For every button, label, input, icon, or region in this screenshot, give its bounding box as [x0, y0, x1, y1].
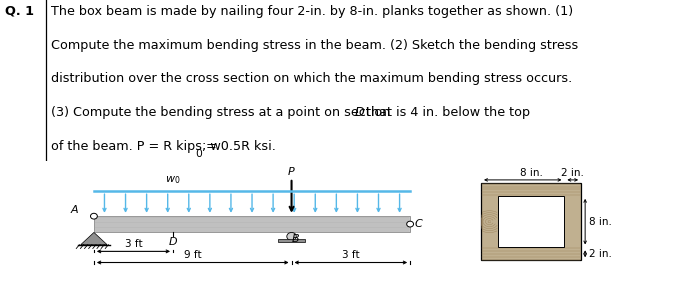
Text: that is 4 in. below the top: that is 4 in. below the top — [362, 106, 530, 119]
Text: D: D — [169, 237, 177, 247]
Bar — [481, 183, 581, 260]
Polygon shape — [94, 216, 410, 232]
Text: Compute the maximum bending stress in the beam. (2) Sketch the bending stress: Compute the maximum bending stress in th… — [51, 38, 578, 52]
Circle shape — [90, 213, 97, 219]
Text: 2 in.: 2 in. — [561, 168, 584, 178]
Text: 9 ft: 9 ft — [184, 250, 201, 260]
Text: $w_0$: $w_0$ — [165, 174, 181, 186]
Text: C: C — [414, 219, 422, 229]
Text: The box beam is made by nailing four 2-in. by 8-in. planks together as shown. (1: The box beam is made by nailing four 2-i… — [51, 5, 573, 18]
Text: 3 ft: 3 ft — [342, 250, 360, 260]
Text: A: A — [71, 205, 78, 215]
Text: B: B — [292, 234, 299, 244]
Text: 3 ft: 3 ft — [124, 239, 142, 249]
Text: Q. 1: Q. 1 — [5, 5, 35, 18]
Polygon shape — [81, 232, 107, 245]
Text: 8 in.: 8 in. — [588, 217, 611, 227]
Circle shape — [287, 232, 296, 241]
Text: 2 in.: 2 in. — [588, 249, 611, 259]
Text: 8 in.: 8 in. — [520, 168, 543, 178]
Bar — [498, 196, 564, 247]
Bar — [278, 239, 305, 242]
Circle shape — [407, 221, 413, 227]
Text: P: P — [288, 167, 295, 177]
Text: (3) Compute the bending stress at a point on section: (3) Compute the bending stress at a poin… — [51, 106, 394, 119]
Text: = 0.5R ksi.: = 0.5R ksi. — [202, 140, 276, 153]
Text: of the beam. P = R kips; w: of the beam. P = R kips; w — [51, 140, 221, 153]
Text: D: D — [355, 106, 365, 119]
Text: distribution over the cross section on which the maximum bending stress occurs.: distribution over the cross section on w… — [51, 72, 573, 85]
Text: 0: 0 — [195, 149, 202, 159]
